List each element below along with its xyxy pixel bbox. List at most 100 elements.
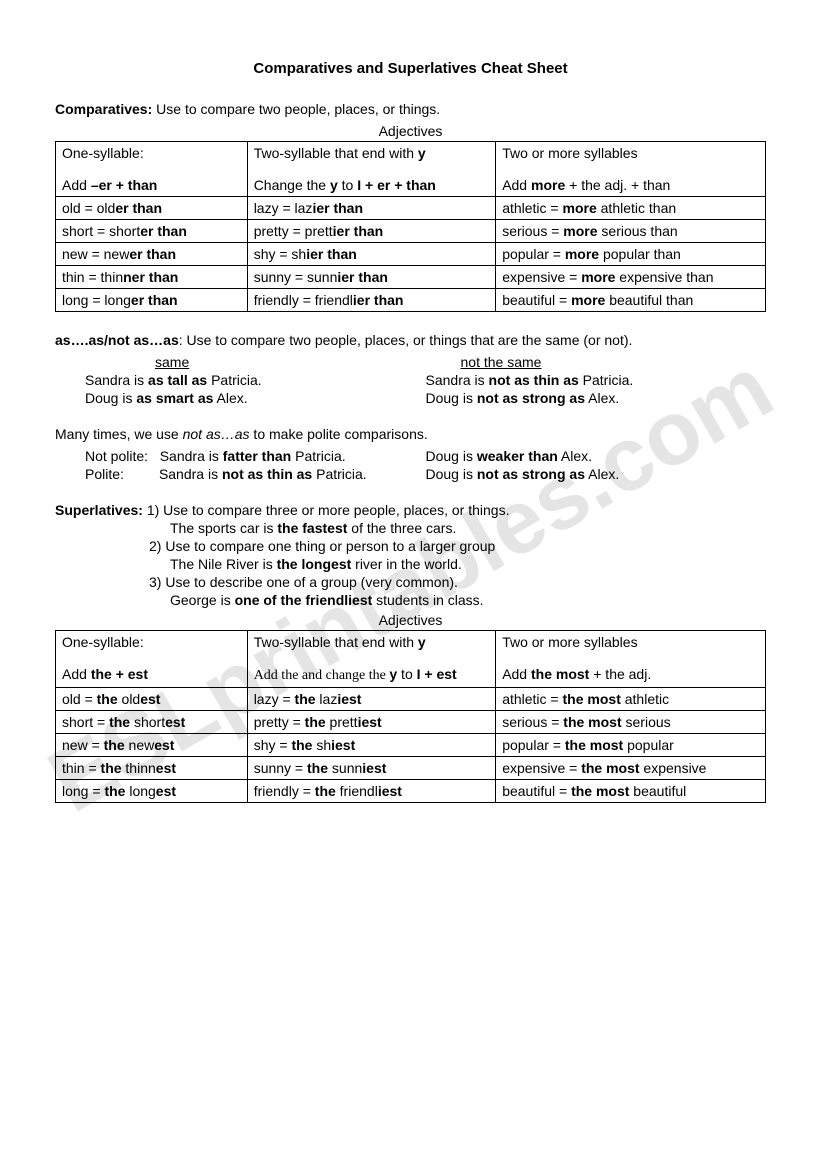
text: Doug is [426,448,477,464]
text: y [418,145,426,161]
text: Many times, we use [55,426,183,442]
comparatives-label: Comparatives: [55,101,152,117]
text: + the adj. [589,666,651,682]
text: Patricia. [312,466,366,482]
sup-table-heading: Adjectives [55,612,766,628]
text: y [389,666,397,682]
text: y [330,177,338,193]
text: Sandra is [426,372,489,388]
superlatives-section: Superlatives: 1) Use to compare three or… [55,502,766,803]
cell: old = older than [56,197,248,220]
text: of the three cars. [347,520,456,536]
polite-intro: Many times, we use not as…as to make pol… [55,426,766,442]
cell: beautiful = the most beautiful [496,780,766,803]
cell: friendly = the friendliest [247,780,496,803]
asas-example: Sandra is as tall as Patricia. [55,372,426,388]
text: Alex. [213,390,247,406]
text: not as…as [183,426,250,442]
cell: lazy = the laziest [247,688,496,711]
text: The Nile River is [170,556,277,572]
cell: expensive = the most expensive [496,757,766,780]
text: weaker than [477,448,558,464]
text: more [531,177,565,193]
sup-line: 2) Use to compare one thing or person to… [55,538,766,554]
comparatives-desc: Use to compare two people, places, or th… [152,101,440,117]
text: I + er + than [357,177,436,193]
text: The sports car is [170,520,277,536]
comparatives-intro: Comparatives: Use to compare two people,… [55,101,766,117]
cell: popular = more popular than [496,243,766,266]
table-row: short = shorter thanpretty = prettier th… [56,220,766,243]
text: Add [502,666,531,682]
cell: short = the shortest [56,711,248,734]
cell: sunny = sunnier than [247,266,496,289]
text: Add the and change the [254,668,390,683]
cell: beautiful = more beautiful than [496,289,766,312]
text: one of the friendliest [235,592,373,608]
cell: old = the oldest [56,688,248,711]
header-cell: One-syllable: Add –er + than [56,142,248,197]
asas-intro: as….as/not as…as: Use to compare two peo… [55,332,766,348]
text: I + est [417,666,457,682]
text: the + est [91,666,148,682]
text: the fastest [277,520,347,536]
page-title: Comparatives and Superlatives Cheat Shee… [55,60,766,77]
text: to [397,666,416,682]
cell: expensive = more expensive than [496,266,766,289]
cell: popular = the most popular [496,734,766,757]
text: Sandra is [159,466,222,482]
table-row: thin = thinner thansunny = sunnier thane… [56,266,766,289]
text: George is [170,592,235,608]
table-row: new = newer thanshy = shier thanpopular … [56,243,766,266]
text: Sandra is [85,372,148,388]
table-row: long = the longestfriendly = the friendl… [56,780,766,803]
table-row: short = the shortestpretty = the prettie… [56,711,766,734]
not-polite-row: Doug is weaker than Alex. [426,448,767,464]
sup-example: George is one of the friendliest student… [55,592,766,608]
text: not as thin as [489,372,579,388]
text: Patricia. [207,372,261,388]
text: to [338,177,357,193]
notsame-heading: not the same [461,354,767,370]
table-header-row: One-syllable: Add –er + than Two-syllabl… [56,142,766,197]
table-row: thin = the thinnestsunny = the sunnieste… [56,757,766,780]
text: Two-syllable that end with [254,634,418,650]
comp-table-heading: Adjectives [55,123,766,139]
text: Add [62,666,91,682]
asas-section: as….as/not as…as: Use to compare two peo… [55,332,766,406]
text: One-syllable: [62,634,144,650]
text: Patricia. [291,448,345,464]
text: Add [62,177,91,193]
text: Polite: [85,466,124,482]
asas-example: Doug is as smart as Alex. [55,390,426,406]
header-cell: Two or more syllables Add more + the adj… [496,142,766,197]
text: 1) Use to compare three or more people, … [143,502,510,518]
text: as smart as [136,390,213,406]
header-cell: One-syllable: Add the + est [56,631,248,688]
text: as tall as [148,372,207,388]
polite-row: Polite: Sandra is not as thin as Patrici… [55,466,426,482]
text: Alex. [558,448,592,464]
text: Doug is [426,466,477,482]
text: y [418,634,426,650]
text: not as strong as [477,466,585,482]
text: : Use to compare two people, places, or … [179,332,633,348]
text: to make polite comparisons. [250,426,428,442]
text: students in class. [372,592,483,608]
comparatives-section: Comparatives: Use to compare two people,… [55,101,766,312]
cell: shy = the shiest [247,734,496,757]
cell: serious = more serious than [496,220,766,243]
text: Alex. [585,466,619,482]
same-heading: same [55,354,461,370]
text: Doug is [85,390,136,406]
cell: pretty = the prettiest [247,711,496,734]
cell: athletic = more athletic than [496,197,766,220]
text: not as strong as [477,390,585,406]
cell: long = longer than [56,289,248,312]
sup-example: The sports car is the fastest of the thr… [55,520,766,536]
text: + the adj. + than [565,177,670,193]
not-polite-row: Not polite: Sandra is fatter than Patric… [55,448,426,464]
text: river in the world. [351,556,461,572]
text: Add [502,177,531,193]
text: the longest [277,556,352,572]
